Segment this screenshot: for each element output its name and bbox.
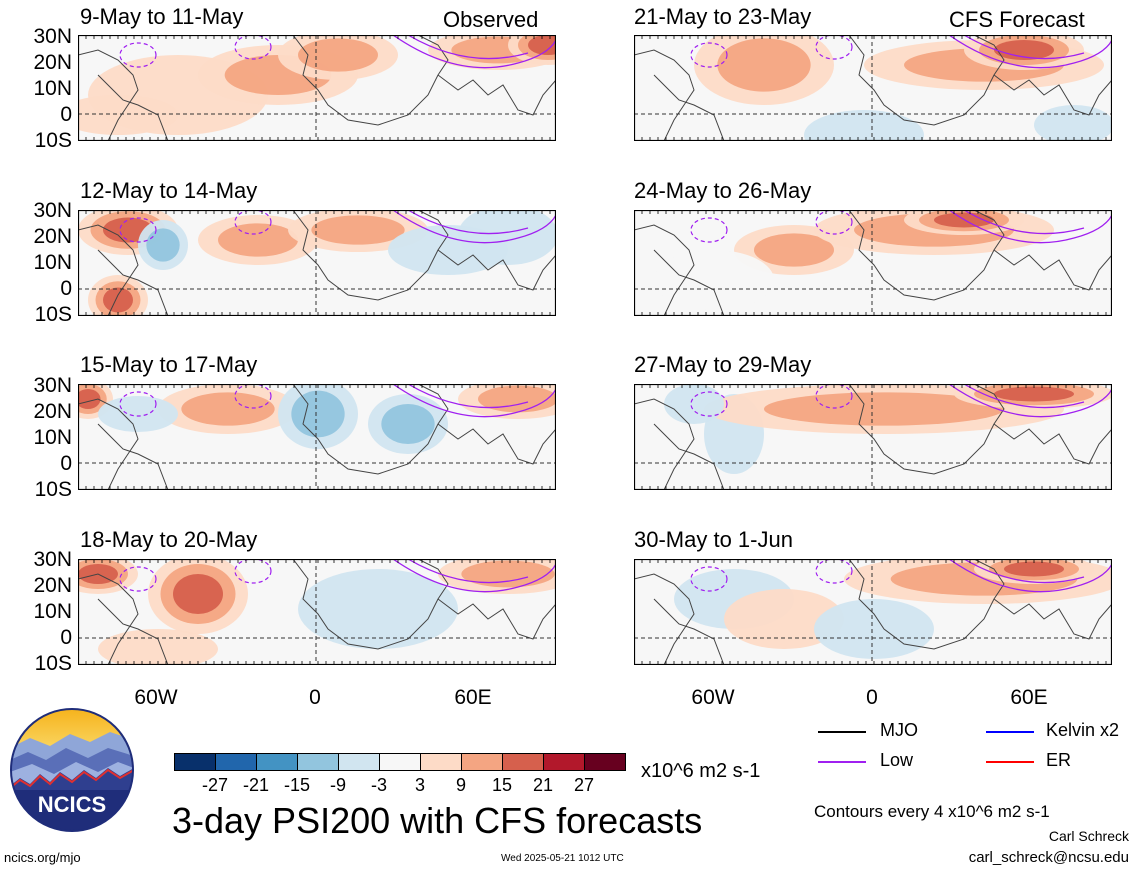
y-tick-0: 0 (60, 626, 72, 649)
forecast-label: CFS Forecast (949, 7, 1085, 32)
ncics-logo: NCICS (10, 708, 134, 832)
panel-title-right-2: 24-May to 26-May (634, 178, 812, 203)
panel-title-right-1: 21-May to 23-May (634, 4, 812, 29)
legend-er-line (986, 761, 1034, 763)
colorbar-swatch (584, 753, 626, 771)
map-canvas (634, 559, 1112, 665)
y-tick-0: 0 (60, 452, 72, 475)
colorbar-swatch (379, 753, 421, 771)
legend-low-line (818, 761, 866, 763)
map-canvas (634, 35, 1112, 141)
colorbar-label: 9 (455, 775, 466, 795)
x-tick-60e-right: 60E (1010, 686, 1048, 709)
map-panel-left-2 (78, 210, 556, 316)
x-tick-60e-left: 60E (454, 686, 492, 709)
y-tick-10n: 10N (33, 426, 72, 449)
colorbar-label: 21 (532, 775, 554, 795)
colorbar-swatch (461, 753, 503, 771)
map-canvas (634, 210, 1112, 316)
y-tick-10n: 10N (33, 251, 72, 274)
x-tick-60w-left: 60W (134, 686, 178, 709)
legend-mjo-label: MJO (880, 720, 918, 740)
y-tick-10s: 10S (34, 478, 72, 501)
legend-low-label: Low (880, 750, 914, 770)
observed-label: Observed (443, 7, 539, 32)
map-canvas (78, 384, 556, 490)
y-tick-10n: 10N (33, 77, 72, 100)
map-panel-right-2 (634, 210, 1112, 316)
main-title: 3-day PSI200 with CFS forecasts (172, 800, 703, 841)
colorbar-units: x10^6 m2 s-1 (641, 760, 761, 782)
y-tick-10s: 10S (34, 652, 72, 675)
timestamp: Wed 2025-05-21 1012 UTC (501, 853, 624, 864)
panel-title-left-4: 18-May to 20-May (80, 527, 258, 552)
map-panel-left-1 (78, 35, 556, 141)
x-tick-0-left: 0 (309, 686, 321, 709)
map-panel-right-3 (634, 384, 1112, 490)
author: Carl Schreck (1048, 828, 1129, 844)
y-tick-0: 0 (60, 277, 72, 300)
contours-note: Contours every 4 x10^6 m2 s-1 (814, 802, 1050, 821)
y-tick-10s: 10S (34, 129, 72, 152)
map-panel-left-3 (78, 384, 556, 490)
colorbar-label: 3 (414, 775, 425, 795)
panel-title-right-3: 27-May to 29-May (634, 352, 812, 377)
colorbar-label: 27 (573, 775, 595, 795)
colorbar-label: -27 (201, 775, 228, 795)
site-url: ncics.org/mjo (4, 850, 81, 865)
colorbar-swatch (297, 753, 339, 771)
legend-er-label: ER (1046, 750, 1072, 770)
y-tick-10n: 10N (33, 600, 72, 623)
y-tick-30n: 30N (33, 548, 72, 571)
panel-title-left-2: 12-May to 14-May (80, 178, 258, 203)
map-canvas (634, 384, 1112, 490)
y-tick-30n: 30N (33, 199, 72, 222)
legend-mjo-line (818, 731, 866, 733)
colorbar-swatch (420, 753, 462, 771)
colorbar-label: -9 (329, 775, 346, 795)
map-panel-left-4 (78, 559, 556, 665)
colorbar-swatch (502, 753, 544, 771)
map-canvas (78, 35, 556, 141)
x-tick-0-right: 0 (866, 686, 878, 709)
panel-title-left-1: 9-May to 11-May (80, 4, 244, 29)
y-tick-10s: 10S (34, 303, 72, 326)
map-canvas (78, 210, 556, 316)
x-tick-60w-right: 60W (691, 686, 735, 709)
legend-kelvin-label: Kelvin x2 (1046, 720, 1120, 740)
legend-kelvin-line (986, 731, 1034, 733)
map-canvas (78, 559, 556, 665)
colorbar-swatch (256, 753, 298, 771)
panel-title-left-3: 15-May to 17-May (80, 352, 258, 377)
y-tick-20n: 20N (33, 574, 72, 597)
y-tick-20n: 20N (33, 225, 72, 248)
y-tick-20n: 20N (33, 51, 72, 74)
y-tick-30n: 30N (33, 25, 72, 48)
email: carl_schreck@ncsu.edu (968, 849, 1129, 866)
panel-title-right-4: 30-May to 1-Jun (634, 527, 793, 552)
y-tick-0: 0 (60, 103, 72, 126)
y-tick-20n: 20N (33, 400, 72, 423)
logo-text: NCICS (38, 792, 106, 817)
colorbar-label: -3 (370, 775, 387, 795)
map-panel-right-1 (634, 35, 1112, 141)
colorbar-label: -21 (242, 775, 269, 795)
colorbar-swatch (338, 753, 380, 771)
y-tick-30n: 30N (33, 374, 72, 397)
colorbar-swatch (543, 753, 585, 771)
colorbar-swatch (215, 753, 257, 771)
colorbar-label: -15 (283, 775, 310, 795)
map-panel-right-4 (634, 559, 1112, 665)
colorbar-label: 15 (491, 775, 513, 795)
colorbar-swatch (174, 753, 216, 771)
